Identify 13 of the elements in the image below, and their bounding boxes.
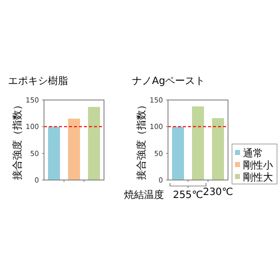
chart-title: エポキシ樹脂 — [8, 75, 68, 87]
y-axis-title: 接合強度（指数） — [136, 100, 148, 180]
legend-label: 剛性小 — [243, 160, 273, 172]
bar — [212, 118, 224, 180]
legend-label: 剛性大 — [243, 172, 273, 184]
bar — [172, 126, 184, 180]
x-tick-label: 230℃ — [202, 187, 234, 198]
x-tick-label: 255℃ — [172, 190, 204, 201]
chart-title: ナノAgペースト — [132, 76, 206, 87]
x-axis-title: 焼結温度 — [124, 189, 164, 201]
y-axis-title: 接合強度（指数） — [12, 100, 24, 180]
legend-label: 通常 — [243, 148, 263, 160]
bar — [192, 106, 204, 180]
